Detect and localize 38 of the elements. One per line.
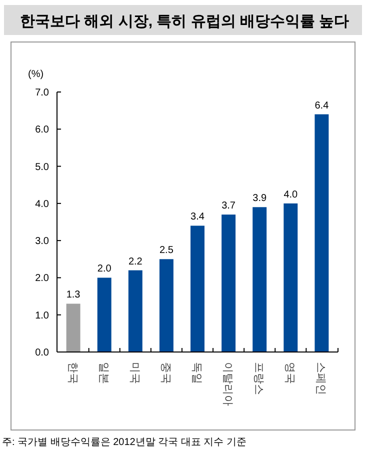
text: 주: 국가별 배당수익률은 2012년말 각국 대표 지수 기준 <box>2 437 246 448</box>
x-tick-label: 이탈리아 <box>222 362 234 406</box>
x-tick-label: 영국 <box>284 362 296 384</box>
data-label: 2.0 <box>97 264 112 275</box>
bar <box>66 304 80 352</box>
y-tick-label: 5.0 <box>35 162 50 173</box>
x-tick-label: 프랑스 <box>252 362 265 395</box>
y-tick-label: 7.0 <box>35 88 50 98</box>
x-tick-label: 스페인 <box>314 362 327 395</box>
bar <box>222 214 236 352</box>
bar <box>159 259 174 352</box>
bar <box>284 203 298 352</box>
x-tick-label: 일본 <box>97 362 110 384</box>
bar <box>190 226 204 352</box>
data-label: 2.5 <box>159 245 174 256</box>
bar <box>128 270 142 352</box>
x-tick-label: 한국 <box>66 362 78 384</box>
chart-title: 한국보다 해외 시장, 특히 유럽의 배당수익률 높다 <box>20 13 350 30</box>
data-label: 3.4 <box>190 212 205 223</box>
data-label: 2.2 <box>128 256 143 268</box>
y-tick-label: 3.0 <box>35 236 50 248</box>
data-label: 3.7 <box>222 200 236 212</box>
y-tick-label: 6.0 <box>35 124 50 136</box>
y-tick-label: 0.0 <box>35 348 50 358</box>
x-tick-label: 미국 <box>128 362 140 384</box>
y-tick-label: 4.0 <box>35 198 50 210</box>
data-label: 6.4 <box>314 100 330 112</box>
data-label: 4.0 <box>284 189 298 200</box>
y-axis-title: (%) <box>28 69 44 80</box>
x-tick-label: 독일 <box>190 362 202 384</box>
data-label: 1.3 <box>66 290 81 301</box>
x-tick-label: 중국 <box>159 362 172 384</box>
bar <box>252 207 267 352</box>
y-tick-label: 2.0 <box>35 273 50 284</box>
data-label: 3.9 <box>252 193 267 204</box>
y-tick-label: 1.0 <box>35 310 50 322</box>
bar <box>97 278 112 352</box>
bar <box>314 114 329 352</box>
